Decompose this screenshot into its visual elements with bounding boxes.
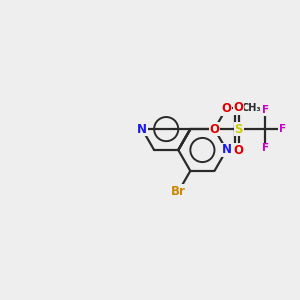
Text: S: S: [234, 123, 243, 136]
Text: O: O: [234, 101, 244, 114]
Text: F: F: [262, 143, 269, 153]
Text: F: F: [278, 124, 286, 134]
Text: O: O: [234, 144, 244, 157]
Text: N: N: [222, 143, 232, 157]
Text: CH₃: CH₃: [241, 103, 261, 113]
Text: O: O: [222, 102, 232, 115]
Text: F: F: [262, 105, 269, 115]
Text: Br: Br: [171, 185, 186, 198]
Text: N: N: [137, 123, 147, 136]
Text: O: O: [209, 123, 220, 136]
